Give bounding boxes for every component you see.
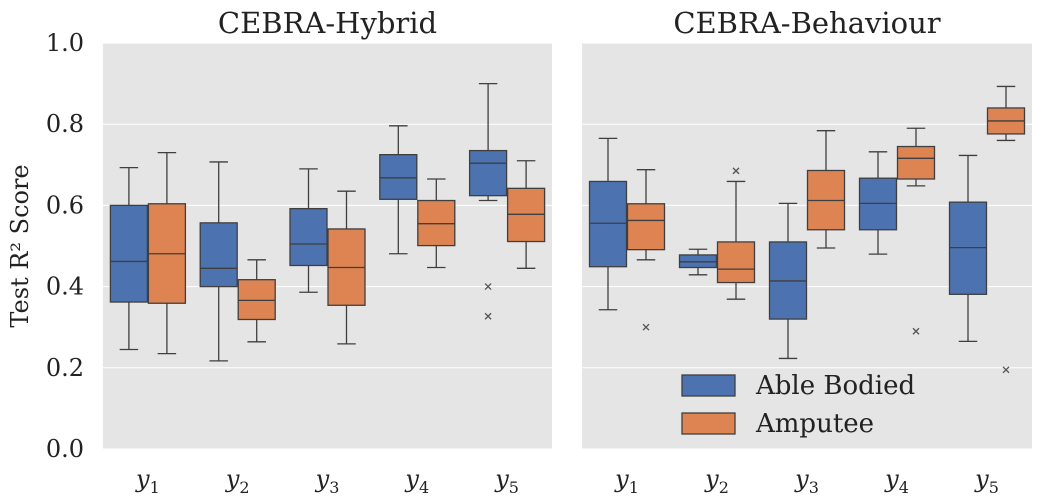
box-able-bodied [468, 82, 508, 320]
box-able-bodied [948, 154, 988, 343]
y-tick-label: 0.6 [46, 191, 84, 219]
y-tick-label: 0.4 [46, 273, 84, 301]
box-iqr [626, 203, 666, 251]
box-able-bodied [289, 168, 328, 293]
y-tick-label: 0.0 [46, 435, 84, 463]
legend: Able Bodied Amputee [681, 371, 915, 439]
box-iqr [109, 204, 149, 303]
box-amputee [896, 127, 936, 335]
box-able-bodied [199, 161, 238, 362]
x-tick-label: y3 [794, 465, 819, 497]
legend-swatch [681, 412, 736, 435]
box-amputee [237, 259, 276, 343]
legend-entry: Able Bodied [681, 371, 915, 401]
x-tick-label: y1 [135, 465, 160, 497]
x-tick-label: y4 [404, 465, 429, 497]
panel-title: CEBRA-Behaviour [673, 6, 940, 40]
outlier-marker [732, 167, 740, 175]
box-iqr [588, 180, 628, 268]
panel-title: CEBRA-Hybrid [218, 6, 437, 40]
outlier-marker [1002, 366, 1010, 374]
box-amputee [806, 130, 846, 249]
x-tick-label: y4 [884, 465, 909, 497]
box-amputee [986, 85, 1026, 374]
box-iqr [896, 145, 936, 180]
outlier-stroke [1002, 366, 1010, 374]
y-tick-label: 0.2 [46, 354, 84, 382]
legend-label: Able Bodied [755, 371, 915, 401]
x-tick-label: y3 [315, 465, 340, 497]
panel-1: CEBRA-Hybrid y1 y2 y3 y4 y5 [103, 6, 552, 497]
outlier-stroke [484, 312, 492, 320]
box-amputee [147, 151, 187, 355]
box-amputee [626, 169, 666, 331]
outlier-stroke [912, 327, 920, 335]
panel-2: CEBRA-Behaviour y1 y2 y3 y4 y5 [582, 6, 1032, 497]
x-tick-label: y2 [704, 465, 729, 497]
box-amputee [327, 190, 366, 345]
legend-entry: Amputee [681, 409, 874, 439]
y-tick-label: 1.0 [46, 29, 84, 57]
y-tick-label: 0.8 [46, 110, 84, 138]
box-amputee [506, 160, 546, 269]
box-iqr [468, 149, 508, 197]
outlier-marker [484, 312, 492, 320]
box-able-bodied [768, 202, 808, 360]
box-iqr [716, 241, 756, 284]
box-able-bodied [858, 151, 898, 255]
outlier-stroke [484, 283, 492, 291]
box-iqr [199, 222, 238, 288]
box-iqr [289, 207, 328, 267]
outlier-marker [642, 323, 650, 331]
box-amputee [417, 178, 456, 269]
x-tick-label: y1 [614, 465, 639, 497]
box-iqr [379, 153, 418, 200]
box-iqr [237, 279, 276, 321]
outlier-marker [912, 327, 920, 335]
box-able-bodied [379, 125, 418, 255]
box-able-bodied [109, 166, 149, 351]
box-able-bodied [588, 137, 628, 311]
outlier-stroke [732, 167, 740, 175]
box-able-bodied [678, 248, 718, 276]
x-tick-label: y5 [974, 465, 999, 497]
outlier-marker [484, 283, 492, 291]
box-amputee [716, 167, 756, 300]
x-tick-label: y2 [225, 465, 250, 497]
legend-swatch [681, 374, 736, 397]
x-tick-label: y5 [494, 465, 519, 497]
outlier-stroke [642, 323, 650, 331]
y-axis-label: Test R² Score [6, 164, 34, 327]
legend-label: Amputee [755, 409, 874, 439]
